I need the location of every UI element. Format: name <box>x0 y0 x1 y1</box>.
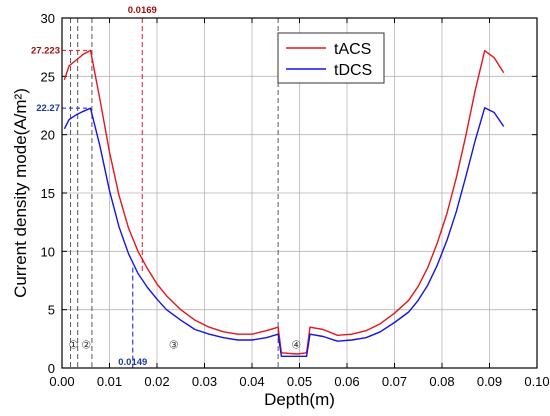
tdcs-depth-label: 0.0149 <box>118 357 147 368</box>
series-line-tacs <box>63 49 505 355</box>
x-axis-title: Depth(m) <box>264 390 335 409</box>
x-tick-label: 0.04 <box>239 374 264 389</box>
x-tick-label: 0.07 <box>382 374 407 389</box>
tacs-peak-label: 27.223 <box>31 45 60 56</box>
x-tick-label: 0.00 <box>49 374 74 389</box>
legend-label-tacs: tACS <box>334 41 371 58</box>
series-line-tdcs <box>63 107 505 357</box>
plot-frame <box>61 17 538 369</box>
y-tick-label: 20 <box>41 128 55 143</box>
region-label: ② <box>81 339 91 352</box>
tacs-depth-label: 0.0169 <box>128 5 157 16</box>
x-tick-label: 0.08 <box>429 374 454 389</box>
region-label: ③ <box>169 339 179 352</box>
x-tick-label: 0.10 <box>524 374 549 389</box>
x-tick-label: 0.09 <box>477 374 502 389</box>
y-tick-label: 10 <box>41 244 55 259</box>
y-axis-title: Current density mode(A/m²) <box>11 88 30 298</box>
y-tick-label: 15 <box>41 186 55 201</box>
x-tick-label: 0.05 <box>287 374 312 389</box>
region-label: ① <box>68 339 78 352</box>
y-tick-label: 30 <box>41 11 55 26</box>
region-label: ④ <box>291 339 301 352</box>
legend-label-tdcs: tDCS <box>334 62 372 79</box>
y-tick-label: 0 <box>48 361 55 376</box>
y-tick-label: 25 <box>41 69 55 84</box>
x-tick-label: 0.03 <box>192 374 217 389</box>
x-tick-label: 0.02 <box>144 374 169 389</box>
tdcs-peak-label: 22.27 <box>36 103 60 114</box>
x-tick-label: 0.06 <box>334 374 359 389</box>
legend-box <box>277 32 385 84</box>
x-tick-label: 0.01 <box>97 374 122 389</box>
y-tick-label: 5 <box>48 303 55 318</box>
